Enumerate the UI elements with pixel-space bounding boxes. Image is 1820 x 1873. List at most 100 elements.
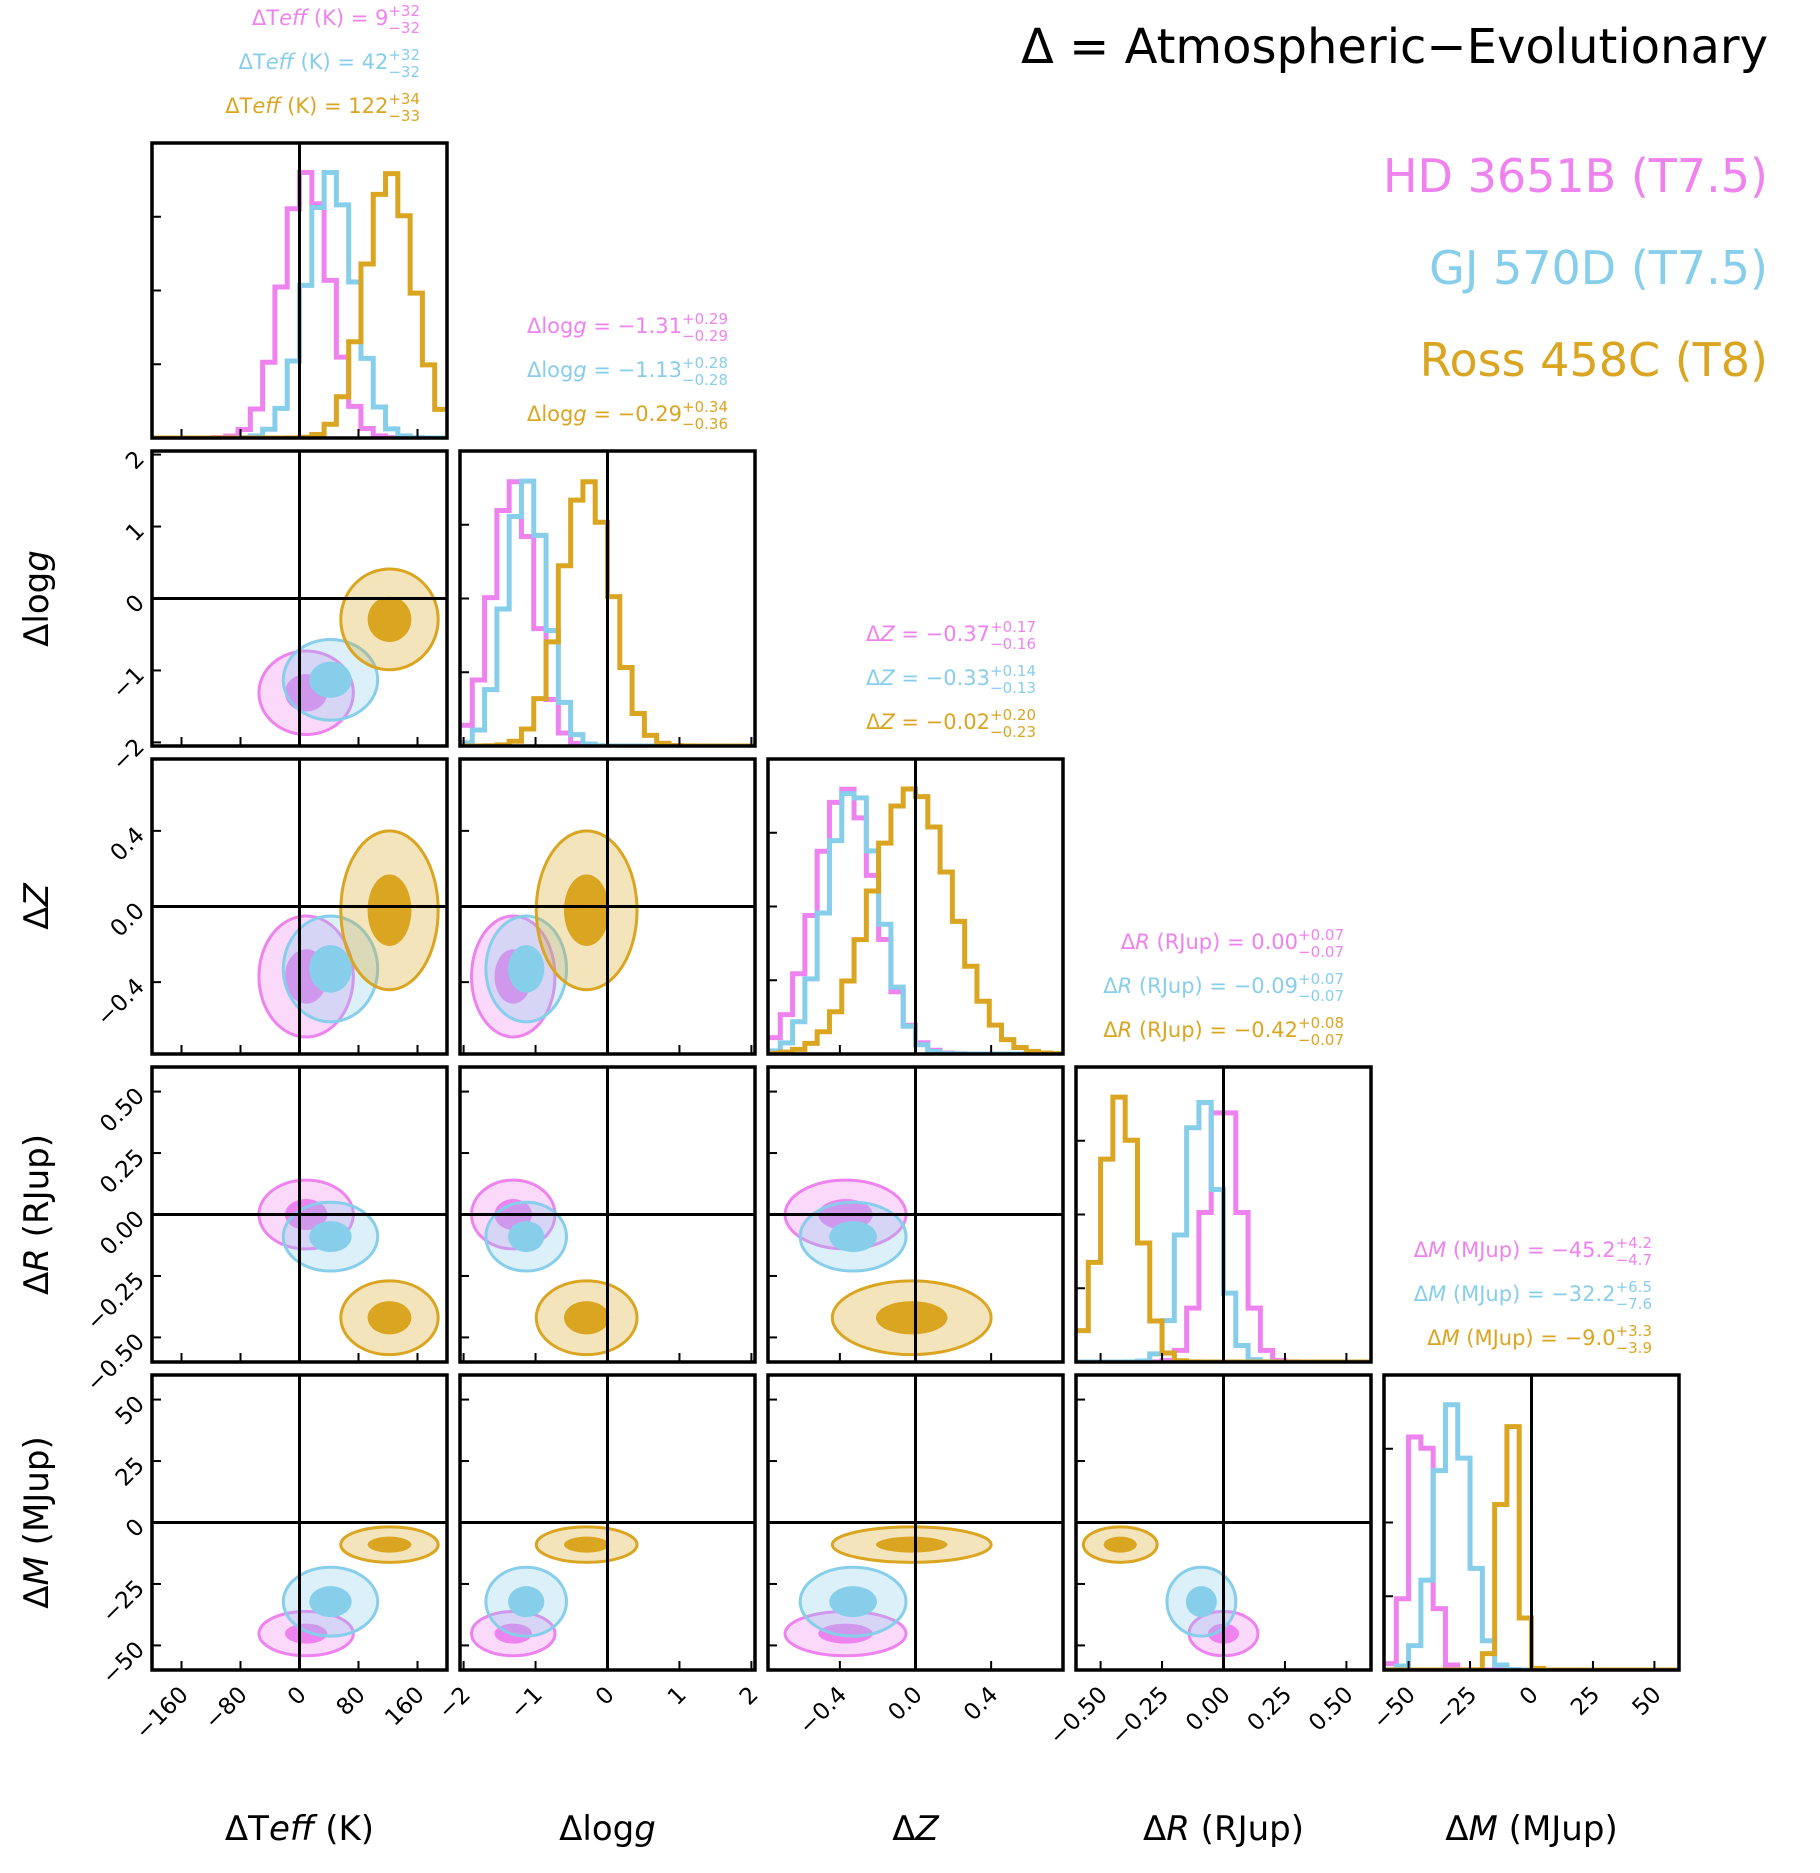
- y-tick-label: 0.25: [95, 1145, 150, 1200]
- panel-z-teff: −0.4 0.0 0.4 ΔZ: [17, 757, 449, 1056]
- contour-inner-2: [367, 596, 412, 643]
- contour-inner-1: [508, 945, 545, 993]
- stat-lower: −0.16: [990, 635, 1036, 653]
- x-tick-label: 80: [332, 1682, 371, 1721]
- stat-label: ΔR (RJup) = 0.00+0.07: [1121, 926, 1344, 954]
- y-tick-label: −0.50: [82, 1329, 150, 1397]
- panel-frame: [150, 141, 449, 440]
- stat-label: ΔR (RJup) = −0.42+0.08: [1103, 1014, 1344, 1042]
- contour-inner-1: [309, 661, 352, 698]
- panel-z-z: [766, 757, 1065, 1056]
- panel-radius-radius: [1074, 1065, 1373, 1364]
- y-tick-label: 0.00: [95, 1206, 150, 1261]
- contour-inner-1: [309, 1586, 352, 1618]
- x-tick-label: −50: [1368, 1682, 1421, 1735]
- histogram-0: [1384, 1434, 1679, 1670]
- y-tick-label: −25: [97, 1575, 150, 1628]
- stat-lower: −0.07: [1298, 987, 1344, 1005]
- contour-inner-2: [367, 1536, 412, 1553]
- x-tick-label: −0.25: [1106, 1682, 1174, 1750]
- histogram-2: [152, 171, 447, 438]
- panel-logg-logg: [458, 449, 757, 748]
- contour-inner-1: [309, 1221, 352, 1253]
- panel-teff-teff: [150, 141, 449, 440]
- y-tick-label: −0.4: [92, 974, 150, 1032]
- legend: HD 3651B (T7.5) GJ 570D (T7.5) Ross 458C (…: [1383, 149, 1768, 387]
- y-axis-label: ΔZ: [17, 883, 57, 930]
- y-tick-label: 50: [111, 1391, 150, 1430]
- stat-label: ΔR (RJup) = −0.09+0.07: [1103, 970, 1344, 998]
- contour-inner-0: [284, 1623, 328, 1644]
- stat-lower: −33: [388, 107, 420, 125]
- legend-entry-1: GJ 570D (T7.5): [1429, 241, 1768, 295]
- panel-mass-z: −0.4 0.0 0.4 ΔZ: [766, 1373, 1065, 1849]
- x-tick-label: 0.25: [1243, 1682, 1298, 1737]
- x-axis-label: Δlogg: [559, 1809, 656, 1849]
- panel-mass-logg: −2 −1 0 1 2 Δlogg: [433, 1373, 764, 1849]
- stat-lower: −32: [388, 19, 420, 37]
- y-tick-label: −2: [108, 734, 150, 776]
- y-tick-label: −50: [97, 1637, 150, 1690]
- x-tick-label: −1: [505, 1682, 547, 1724]
- panel-radius-teff: −0.50−0.25 0.00 0.25 0.50 ΔR (RJup): [17, 1065, 449, 1397]
- stat-label: Δlogg = −0.29+0.34: [527, 398, 728, 426]
- y-tick-label: 2: [121, 446, 150, 475]
- y-tick-label: 0: [121, 590, 150, 619]
- y-tick-label: 0.0: [106, 898, 150, 942]
- contour-inner-1: [1185, 1586, 1217, 1618]
- stat-lower: −7.6: [1616, 1295, 1652, 1313]
- histogram-1: [460, 478, 755, 746]
- panel-frame: [150, 1065, 449, 1364]
- x-tick-label: 0.0: [883, 1682, 927, 1726]
- stat-lower: −0.36: [682, 415, 728, 433]
- panel-frame: [766, 1065, 1065, 1364]
- legend-entry-2: Ross 458C (T8): [1420, 333, 1768, 387]
- panel-frame: [1074, 1373, 1373, 1672]
- y-axis-label: ΔR (RJup): [17, 1134, 57, 1295]
- stat-label: ΔZ = −0.37+0.17: [866, 618, 1036, 646]
- stat-lower: −0.13: [990, 679, 1036, 697]
- contour-inner-1: [309, 945, 352, 993]
- stat-lower: −0.28: [682, 371, 728, 389]
- x-tick-label: 50: [1628, 1682, 1667, 1721]
- y-tick-label: 0.50: [95, 1083, 150, 1138]
- stat-lower: −0.07: [1298, 943, 1344, 961]
- contour-inner-2: [875, 1301, 948, 1335]
- contour-inner-2: [875, 1536, 948, 1553]
- contour-inner-1: [829, 1586, 877, 1618]
- panel-frame: [458, 449, 757, 748]
- x-tick-label: 0: [283, 1682, 312, 1711]
- figure-title: Δ = Atmospheric−Evolutionary: [1021, 19, 1768, 75]
- stat-label: Δlogg = −1.13+0.28: [527, 354, 728, 382]
- x-tick-label: −25: [1430, 1682, 1483, 1735]
- panel-frame: [150, 1373, 449, 1672]
- contour-inner-2: [367, 874, 412, 947]
- stat-label: ΔM (MJup) = −45.2+4.2: [1414, 1234, 1652, 1262]
- x-tick-label: 25: [1566, 1682, 1605, 1721]
- stat-lower: −0.23: [990, 723, 1036, 741]
- x-tick-label: 0.50: [1304, 1682, 1359, 1737]
- panel-frame: [766, 1373, 1065, 1672]
- panel-frame: [150, 757, 449, 1056]
- stat-lower: −4.7: [1616, 1251, 1652, 1269]
- x-tick-label: −160: [131, 1682, 194, 1745]
- x-tick-label: 1: [663, 1682, 692, 1711]
- histogram-1: [1384, 1402, 1679, 1670]
- y-tick-label: 25: [111, 1453, 150, 1492]
- x-tick-label: −80: [200, 1682, 253, 1735]
- contour-inner-1: [508, 1586, 545, 1618]
- y-axis-label: Δlogg: [17, 550, 57, 647]
- panel-mass-mass: −50 −25 0 25 50 ΔM (MJup): [1368, 1373, 1681, 1849]
- stat-lower: −0.07: [1298, 1031, 1344, 1049]
- contour-inner-2: [563, 1301, 610, 1335]
- y-axis-label: ΔM (MJup): [17, 1436, 57, 1608]
- panel-frame: [458, 757, 757, 1056]
- stat-label: ΔM (MJup) = −9.0+3.3: [1427, 1322, 1652, 1350]
- panel-logg-teff: −2 −1 0 1 2 Δlogg: [17, 446, 449, 776]
- y-tick-label: −1: [108, 662, 150, 704]
- stat-label: ΔZ = −0.02+0.20: [866, 706, 1036, 734]
- y-tick-label: 0.4: [106, 822, 150, 866]
- stat-lower: −0.29: [682, 327, 728, 345]
